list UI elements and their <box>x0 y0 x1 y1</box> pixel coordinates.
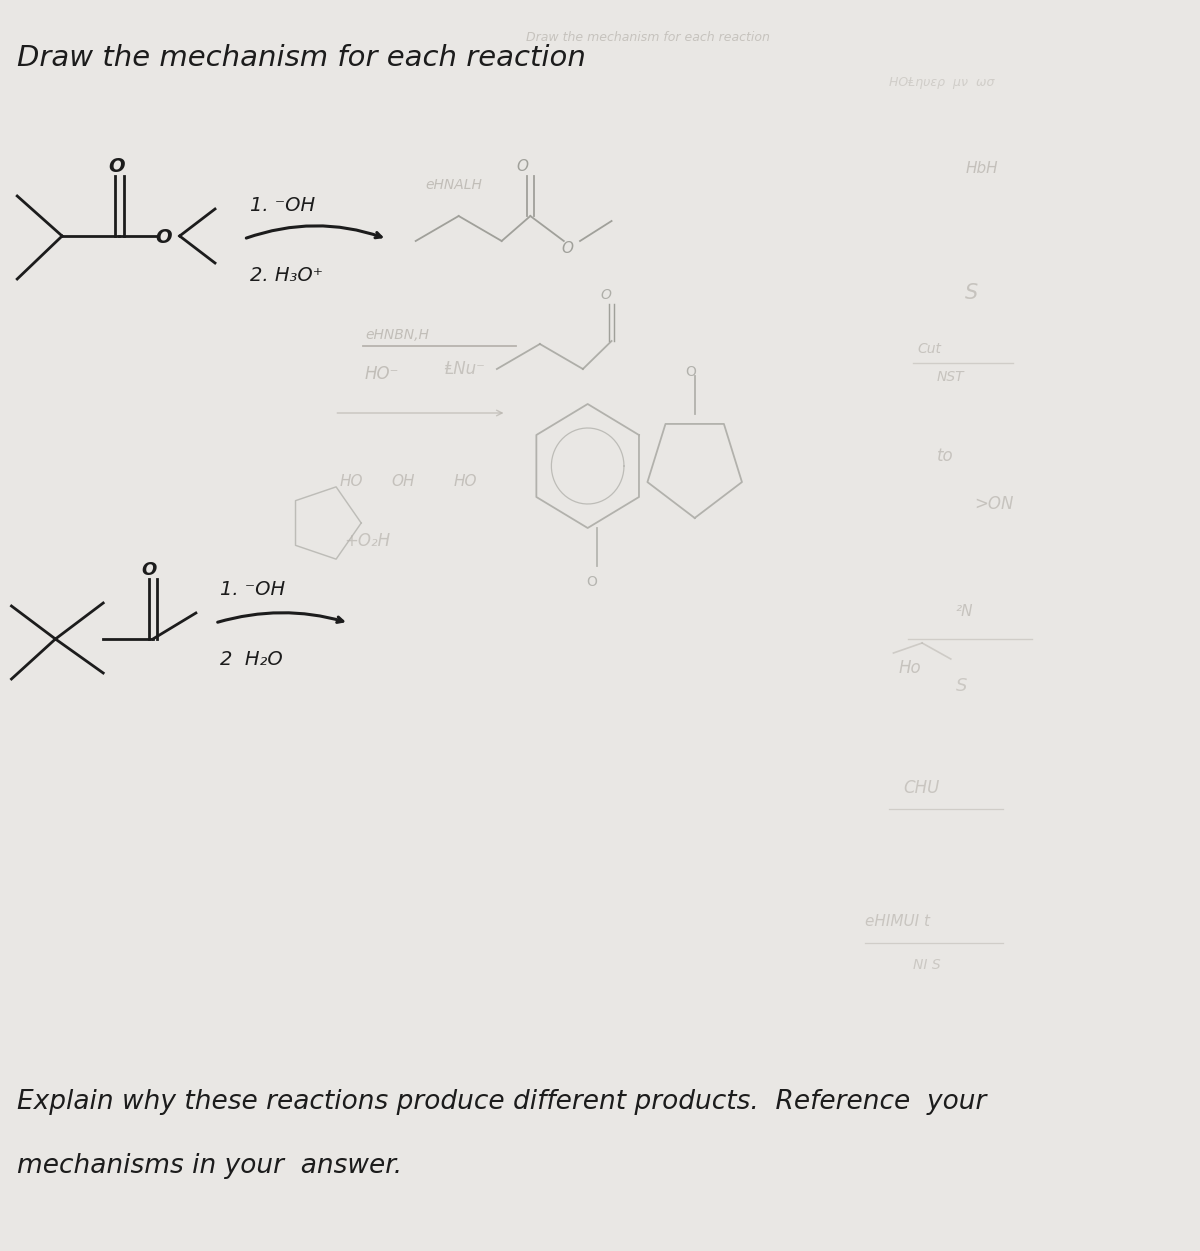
Text: 2  H₂O: 2 H₂O <box>220 651 282 669</box>
Text: O: O <box>516 159 528 174</box>
Text: HO: HO <box>340 474 362 489</box>
Text: 2. H₃O⁺: 2. H₃O⁺ <box>251 266 323 285</box>
Text: Cut: Cut <box>917 342 941 357</box>
Text: Draw the mechanism for each reaction: Draw the mechanism for each reaction <box>526 31 769 44</box>
Text: 1. ⁻OH: 1. ⁻OH <box>220 580 284 599</box>
Text: O: O <box>562 241 574 256</box>
Text: 1. ⁻OH: 1. ⁻OH <box>251 196 316 215</box>
Text: to: to <box>936 447 953 465</box>
Text: Draw the mechanism for each reaction: Draw the mechanism for each reaction <box>17 44 586 73</box>
Text: O: O <box>586 575 596 589</box>
Text: O: O <box>685 365 696 379</box>
Text: O: O <box>142 560 157 579</box>
Text: HOⱠηυερ  μν  ωσ: HOⱠηυερ μν ωσ <box>889 76 994 89</box>
Text: +O₂H: +O₂H <box>344 532 390 550</box>
Text: HO⁻: HO⁻ <box>365 365 400 383</box>
Text: ²N: ²N <box>955 604 973 619</box>
Text: >ON: >ON <box>974 495 1014 513</box>
Text: eHIMUI t: eHIMUI t <box>865 914 930 929</box>
Text: S: S <box>955 677 967 696</box>
Text: CHU: CHU <box>904 779 940 797</box>
Text: mechanisms in your  answer.: mechanisms in your answer. <box>17 1153 402 1178</box>
Text: O: O <box>156 228 173 246</box>
Text: eHNBN,H: eHNBN,H <box>365 328 428 342</box>
Text: NI S: NI S <box>912 958 940 972</box>
Text: OH: OH <box>391 474 415 489</box>
Text: eHNALH: eHNALH <box>425 178 482 191</box>
Text: Explain why these reactions produce different products.  Reference  your: Explain why these reactions produce diff… <box>17 1090 986 1115</box>
Text: NST: NST <box>936 370 964 384</box>
Text: O: O <box>600 288 611 301</box>
Text: HO: HO <box>454 474 478 489</box>
Text: S: S <box>965 283 978 303</box>
Text: ⱠNu⁻: ⱠNu⁻ <box>444 360 485 378</box>
Text: O: O <box>108 156 125 176</box>
Text: Ho: Ho <box>899 659 920 677</box>
Text: HbH: HbH <box>965 161 997 176</box>
